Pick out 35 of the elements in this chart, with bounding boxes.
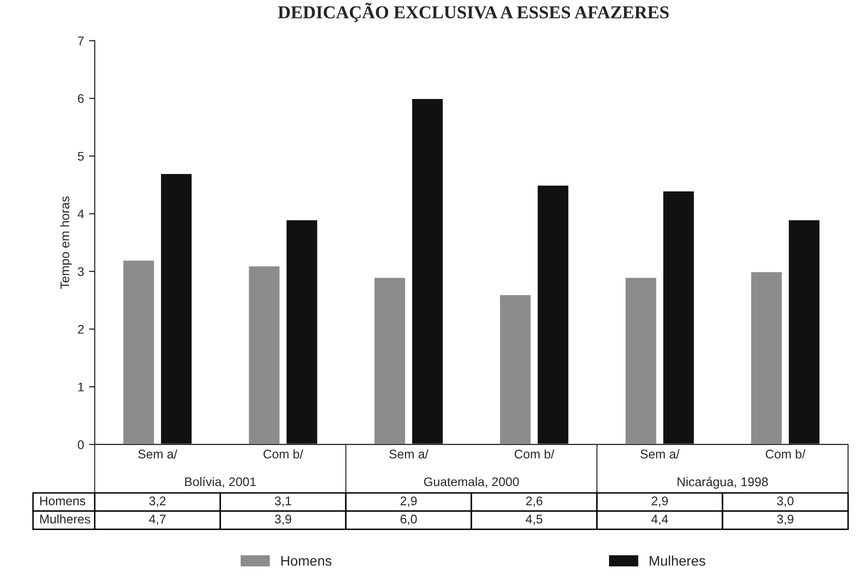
data-label: 3,1 [274, 496, 292, 507]
data-label: 3,0 [777, 496, 794, 507]
y-tick-label: 4 [78, 210, 84, 218]
data-label: 4,4 [651, 514, 668, 526]
text: Bolívia, 2001 [185, 476, 256, 488]
chart-title: DEDICAÇÃO EXCLUSIVA A ESSES AFAZERES [278, 2, 669, 22]
x-tick-label: Sem a/ [138, 449, 178, 459]
data-label: 2,9 [400, 496, 417, 507]
y-tick-label: 3 [78, 267, 84, 276]
text: Guatemala, 2000 [424, 477, 519, 488]
text: Mulheres [40, 514, 90, 524]
y-tick-label: 6 [78, 94, 84, 104]
data-label: 3,9 [274, 514, 292, 526]
data-label: 2,6 [526, 496, 542, 507]
legend-label: Mulheres [650, 556, 706, 566]
x-tick-label: Com b/ [766, 449, 806, 459]
x-tick-label: Sem a/ [389, 449, 428, 459]
data-label: 3,9 [777, 514, 794, 526]
y-tick-label: 0 [78, 440, 84, 450]
y-tick-label: 2 [78, 324, 84, 334]
data-label: 2,9 [652, 496, 668, 507]
y-axis-title: Tempo em horas [60, 196, 72, 289]
y-tick-label: 7 [78, 36, 84, 46]
x-tick-label: Sem a/ [640, 449, 680, 459]
text: Homens [40, 496, 86, 506]
data-label: 6,0 [400, 514, 417, 526]
data-label: 4,5 [526, 514, 542, 526]
y-tick-label: 5 [78, 152, 84, 161]
x-tick-label: Com b/ [514, 449, 554, 459]
data-label: 3,2 [149, 496, 166, 507]
text: Nicarágua, 1998 [678, 476, 768, 489]
x-tick-label: Com b/ [264, 449, 304, 459]
legend-label: Homens [281, 556, 332, 566]
data-label: 4,7 [149, 514, 166, 526]
y-tick-label: 1 [78, 382, 84, 392]
